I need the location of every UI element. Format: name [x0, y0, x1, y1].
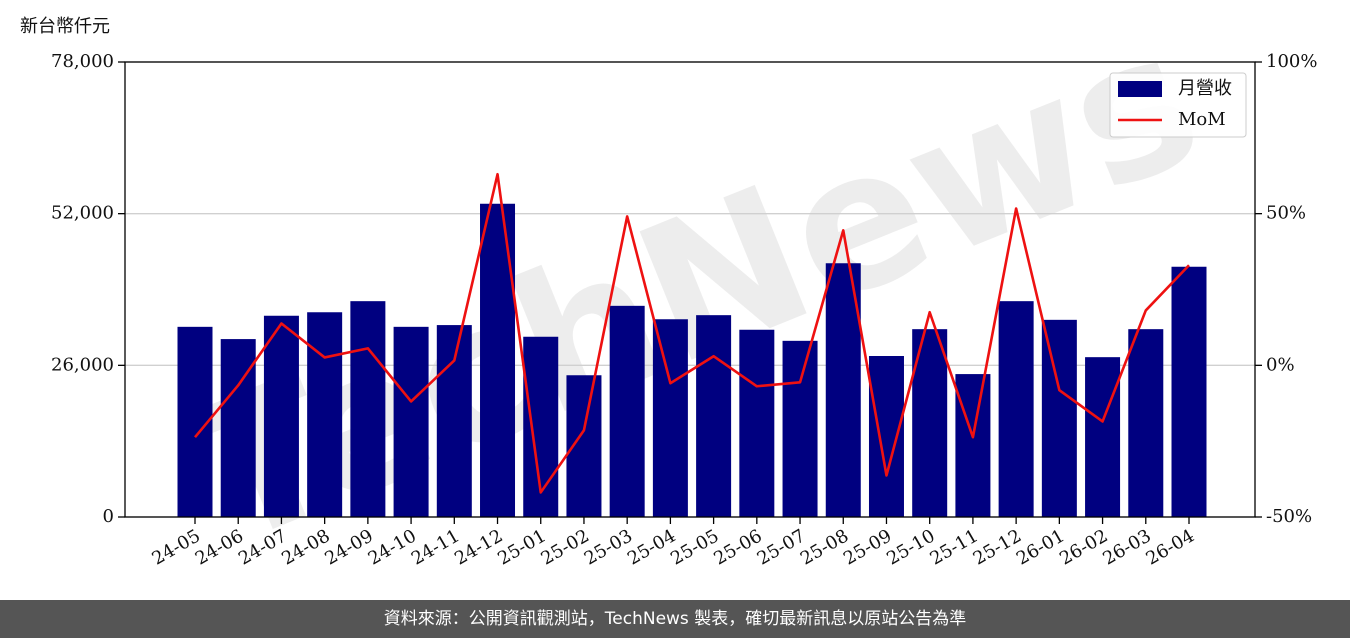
legend-swatch — [1118, 81, 1162, 97]
line — [194, 172, 1190, 494]
bar — [307, 312, 343, 517]
bar — [782, 340, 818, 517]
x-tick-label: 24-12 — [451, 525, 506, 569]
bar — [652, 319, 688, 517]
x-tick-label: 25-10 — [883, 525, 938, 569]
x-tick-label: 25-02 — [538, 525, 593, 569]
x-tick-label: 25-11 — [926, 525, 981, 569]
y-axis-label: 新台幣仟元 — [20, 16, 110, 37]
x-tick-label: 26-01 — [1013, 525, 1068, 569]
x-tick-label: 25-03 — [581, 525, 636, 569]
y2-tick-label: 100% — [1266, 51, 1317, 72]
y2-tick-label: -50% — [1266, 506, 1312, 527]
bar — [696, 315, 732, 517]
x-tick-label: 25-04 — [624, 525, 679, 569]
x-tick-label: 25-09 — [840, 525, 895, 569]
legend-label: 月營收 — [1178, 78, 1232, 99]
x-tick-label: 25-12 — [970, 525, 1025, 569]
bar — [350, 301, 386, 517]
y-tick-label: 0 — [103, 506, 114, 527]
bar — [868, 356, 904, 517]
x-tick-label: 25-06 — [710, 525, 765, 569]
y-tick-label: 26,000 — [51, 354, 114, 375]
x-tick-label: 25-01 — [494, 525, 549, 569]
x-tick-label: 26-04 — [1143, 525, 1198, 569]
x-tick-label: 25-08 — [797, 525, 852, 569]
bar — [436, 325, 472, 517]
source: 資料來源：公開資訊觀測站，TechNews 製表，確切最新訊息以原站公告為準 — [384, 609, 966, 629]
bar — [1171, 266, 1207, 517]
x-tick-label: 24-05 — [149, 525, 204, 569]
y2-tick-label: 0% — [1266, 354, 1295, 375]
bar — [998, 301, 1034, 517]
bar — [1041, 319, 1077, 517]
bar — [739, 329, 775, 517]
x-tick-label: 25-07 — [754, 525, 809, 569]
bar — [393, 326, 429, 517]
x-tick-label: 25-05 — [667, 525, 722, 569]
y-tick-label: 78,000 — [51, 51, 114, 72]
x-tick-label: 26-02 — [1056, 525, 1111, 569]
x-tick-label: 24-11 — [408, 525, 463, 569]
y-tick-label: 52,000 — [51, 203, 114, 224]
bar — [263, 315, 299, 517]
bar — [1128, 329, 1164, 517]
x-tick-label: 26-03 — [1099, 525, 1154, 569]
bar — [1085, 357, 1121, 517]
legend-label: MoM — [1178, 109, 1226, 130]
plot-frame — [124, 61, 1256, 518]
y2-tick-label: 50% — [1266, 203, 1306, 224]
bar — [825, 263, 861, 517]
bar — [609, 305, 645, 517]
bar — [955, 374, 991, 517]
bar — [480, 203, 516, 517]
footer-bar — [0, 600, 1350, 638]
